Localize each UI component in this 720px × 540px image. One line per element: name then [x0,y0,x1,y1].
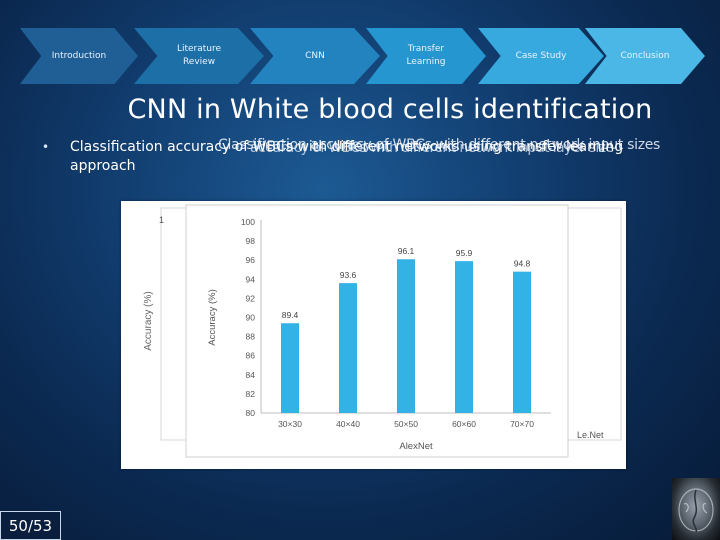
y-tick-label: 100 [241,217,255,227]
nav-step-label: Conclusion [620,50,670,61]
section-navigation: Introduction Literature Review CNN Trans… [0,28,720,84]
bar [397,259,415,413]
x-tick-label: 40×40 [336,419,360,429]
nav-step-transfer-learning[interactable]: Transfer Learning [366,28,486,84]
nav-step-introduction[interactable]: Introduction [20,28,138,84]
back-chart-xlabel: Le.Net [577,430,604,440]
bullet-text-block: Classification accuracy of WBCs with dif… [70,137,670,176]
slide-title: CNN in White blood cells identification [127,94,653,125]
y-tick-label: 88 [246,332,256,342]
nav-step-label: CNN [305,50,325,61]
bar [513,271,531,413]
back-chart-tick: 1 [159,215,164,225]
bar [281,323,299,413]
page-number: 50/53 [0,511,61,540]
front-chart-frame [185,204,569,458]
nav-step-label: Literature Review [176,44,222,67]
x-tick-label: 30×30 [278,419,302,429]
brain-scan-image [672,478,720,540]
bar-data-label: 93.6 [340,270,357,280]
y-tick-label: 98 [246,236,256,246]
bullet-overlap-text: Classification accuracy of WBCs with dif… [218,137,661,153]
nav-step-literature-review[interactable]: Literature Review [134,28,264,84]
bar-data-label: 95.9 [456,248,473,258]
bar-data-label: 96.1 [398,246,415,256]
nav-step-cnn[interactable]: CNN [250,28,380,84]
accuracy-chart: 1 Accuracy (%) Le.Net 100 98 96 94 92 90 88 86 84 82… [121,201,626,469]
bullet-marker: • [42,140,50,154]
back-chart-ylabel: Accuracy (%) [143,291,154,350]
x-tick-label: 50×50 [394,419,418,429]
nav-step-label: Case Study [515,50,567,61]
y-tick-label: 96 [246,255,256,265]
nav-step-case-study[interactable]: Case Study [478,28,604,84]
nav-step-label: Transfer Learning [406,44,446,67]
nav-step-label: Introduction [51,50,107,61]
bullet-text: Classification accuracy of WBCs with dif… [70,139,624,174]
y-tick-label: 94 [246,274,256,284]
x-tick-label: 60×60 [452,419,476,429]
y-tick-label: 92 [246,293,256,303]
brain-scan-icon [678,488,714,533]
accuracy-chart-svg: 1 Accuracy (%) Le.Net 100 98 96 94 92 90 88 86 84 82… [143,204,622,458]
bullet-overlap-text: accuracy of WBCs with different network … [250,140,614,156]
bar [339,283,357,413]
bar-data-label: 89.4 [282,310,299,320]
y-tick-label: 82 [246,389,256,399]
y-tick-label: 80 [246,408,256,418]
x-tick-label: 70×70 [510,419,534,429]
bar-data-label: 94.8 [514,259,531,269]
y-axis-label: Accuracy (%) [207,289,218,345]
y-tick-label: 90 [246,313,256,323]
x-axis-label: AlexNet [399,441,433,452]
y-tick-label: 86 [246,351,256,361]
bar [455,261,473,413]
y-tick-label: 84 [246,370,256,380]
